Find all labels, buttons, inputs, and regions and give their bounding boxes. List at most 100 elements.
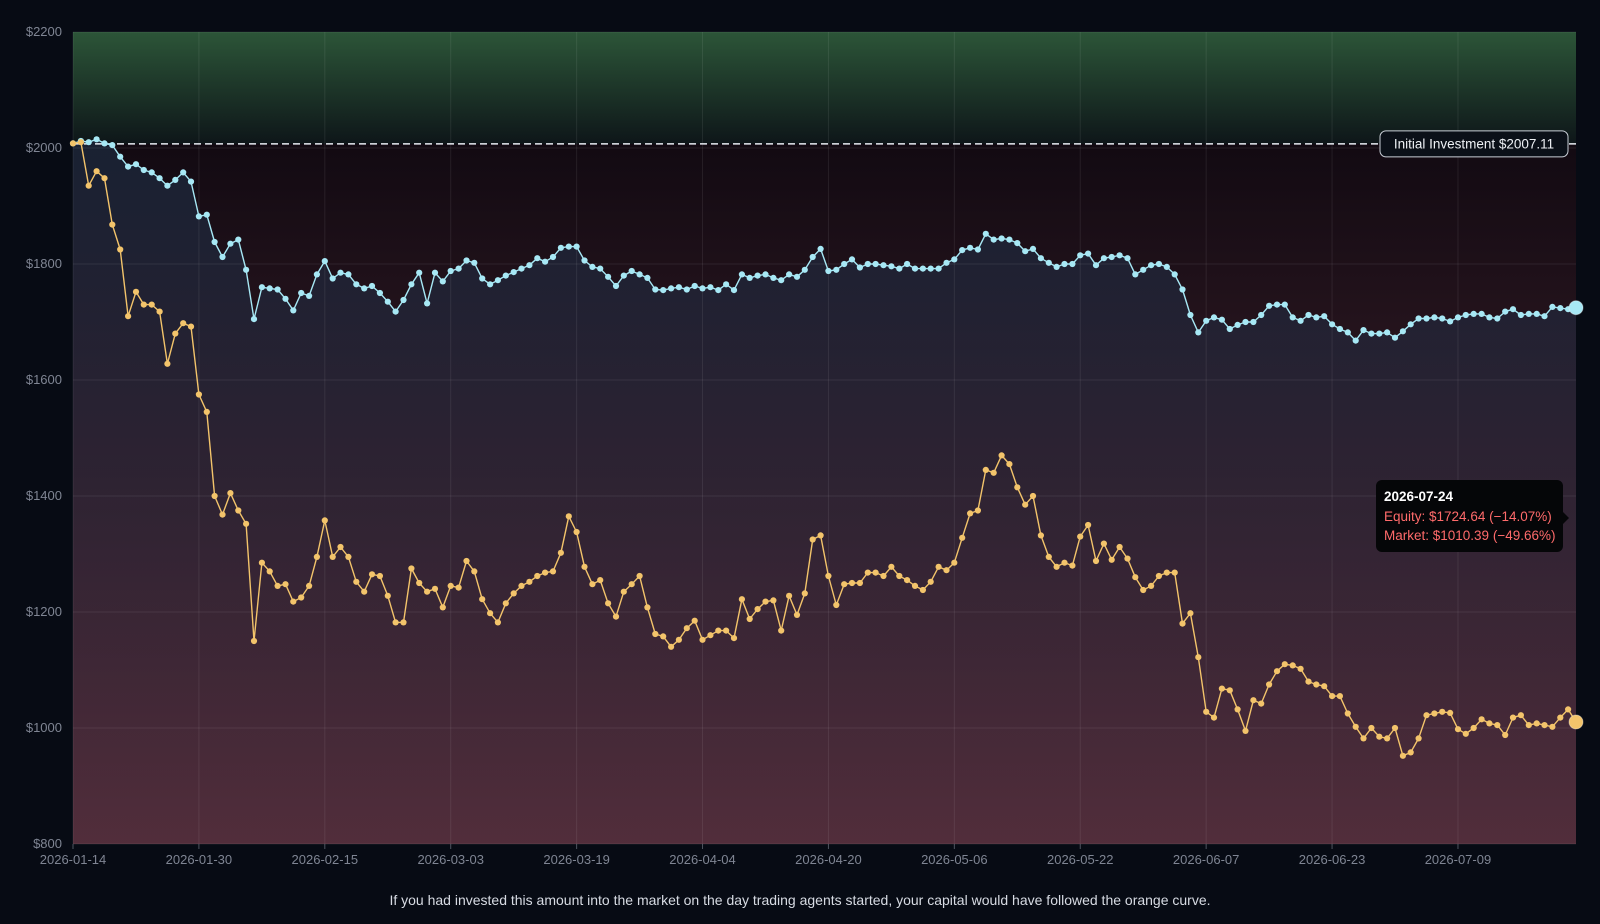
equity-point (85, 139, 92, 146)
equity-point (660, 287, 667, 294)
equity-point (880, 262, 887, 269)
chart-caption: If you had invested this amount into the… (389, 892, 1211, 908)
equity-point (463, 257, 470, 264)
market-point (1234, 706, 1241, 713)
market-point (998, 452, 1005, 459)
equity-point (471, 259, 478, 266)
market-point (1226, 687, 1233, 694)
equity-point (959, 247, 966, 254)
equity-point (825, 267, 832, 275)
equity-point (392, 308, 399, 315)
market-point (1258, 700, 1265, 707)
equity-point (841, 260, 848, 268)
market-point (1100, 540, 1107, 547)
equity-point (809, 253, 816, 261)
market-point (801, 590, 808, 597)
market-point (573, 528, 580, 536)
equity-point (1478, 310, 1485, 317)
equity-point (376, 289, 383, 297)
tooltip-date: 2026-07-24 (1384, 489, 1454, 504)
equity-point (361, 285, 368, 292)
market-point (447, 582, 454, 590)
market-point (1462, 730, 1469, 737)
equity-point (919, 265, 927, 272)
equity-point (699, 285, 706, 292)
market-point (534, 572, 541, 580)
equity-point (1454, 314, 1462, 321)
equity-point (620, 272, 627, 279)
equity-point (1549, 303, 1556, 310)
equity-point (990, 236, 997, 243)
equity-point (974, 246, 982, 253)
equity-point (1525, 310, 1532, 317)
equity-point (1124, 255, 1131, 262)
market-point (502, 600, 509, 607)
market-point (1242, 727, 1249, 735)
equity-point (778, 277, 785, 284)
market-point (1029, 492, 1037, 500)
market-point (793, 611, 801, 619)
equity-point (1360, 327, 1367, 334)
market-point (109, 221, 116, 228)
market-point (1203, 708, 1210, 715)
market-point (1360, 735, 1367, 742)
market-point (93, 168, 100, 175)
market-point (636, 572, 643, 580)
market-point (400, 619, 407, 626)
market-point (1195, 654, 1202, 661)
x-tick-label: 2026-05-22 (1047, 852, 1114, 867)
market-point (707, 632, 714, 639)
equity-point (1494, 315, 1501, 322)
equity-point (132, 161, 140, 168)
equity-point (510, 269, 517, 276)
market-point (337, 543, 344, 551)
equity-point (1391, 334, 1399, 341)
market-point (487, 610, 494, 617)
equity-point (911, 265, 919, 272)
equity-point (715, 287, 722, 294)
equity-point (526, 262, 533, 269)
equity-point (266, 285, 273, 292)
market-point (148, 301, 155, 308)
equity-point (597, 265, 604, 272)
equity-point (1541, 313, 1548, 320)
equity-point (1557, 305, 1564, 312)
market-point (872, 569, 879, 576)
market-point (290, 598, 297, 605)
equity-point (1132, 271, 1139, 278)
market-point (258, 559, 265, 566)
initial-investment-label: Initial Investment $2007.11 (1394, 136, 1554, 151)
equity-point (1462, 311, 1469, 319)
equity-point (612, 282, 620, 290)
market-point (1525, 722, 1532, 729)
market-point (982, 466, 989, 473)
market-point (187, 323, 195, 330)
equity-point (227, 240, 234, 247)
market-point (675, 636, 683, 643)
market-point (1210, 714, 1218, 721)
equity-point (1029, 245, 1037, 252)
market-point (778, 627, 785, 634)
profit-zone (73, 32, 1576, 144)
market-point (243, 520, 250, 527)
equity-point (101, 140, 108, 147)
market-point (1549, 723, 1556, 730)
market-point (164, 360, 171, 367)
equity-point (290, 307, 297, 314)
market-point (557, 549, 565, 556)
equity-point (479, 275, 486, 282)
market-point (235, 507, 242, 514)
equity-point (250, 316, 258, 323)
equity-point (1344, 329, 1351, 336)
equity-point (817, 245, 824, 252)
market-point (1092, 557, 1100, 565)
equity-point (1289, 314, 1296, 321)
equity-point (1053, 263, 1060, 270)
tooltip-market: Market: $1010.39 (−49.66%) (1384, 528, 1556, 543)
market-point (140, 301, 147, 308)
equity-point (1108, 253, 1115, 261)
x-tick-label: 2026-05-06 (921, 852, 988, 867)
market-point (1329, 693, 1336, 700)
market-point (967, 510, 974, 517)
equity-point (424, 300, 431, 307)
